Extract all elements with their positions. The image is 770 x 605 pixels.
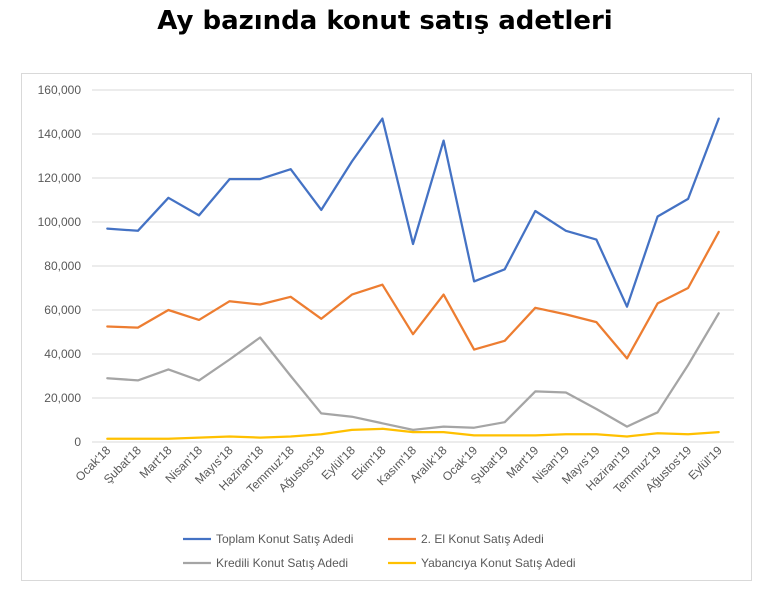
series-line-4 bbox=[106, 427, 720, 440]
y-tick-label: 160,000 bbox=[38, 83, 82, 97]
y-tick-label: 100,000 bbox=[38, 215, 82, 229]
legend-label: Toplam Konut Satış Adedi bbox=[216, 532, 353, 546]
legend-label: Kredili Konut Satış Adedi bbox=[216, 556, 348, 570]
x-axis-tick-labels: Ocak'18Şubat'18Mart'18Nisan'18Mayıs'18Ha… bbox=[73, 443, 725, 496]
series-line-3 bbox=[106, 312, 720, 432]
legend-label: 2. El Konut Satış Adedi bbox=[421, 532, 544, 546]
y-tick-label: 60,000 bbox=[44, 303, 81, 317]
y-tick-label: 0 bbox=[74, 435, 81, 449]
y-tick-label: 120,000 bbox=[38, 171, 82, 185]
chart-title: Ay bazında konut satış adetleri bbox=[157, 6, 613, 36]
series-line-1 bbox=[106, 117, 720, 308]
x-tick-label: Eylül'19 bbox=[685, 443, 725, 483]
y-tick-label: 80,000 bbox=[44, 259, 81, 273]
legend-label: Yabancıya Konut Satış Adedi bbox=[421, 556, 576, 570]
legend: Toplam Konut Satış Adedi 2. El Konut Satı… bbox=[183, 532, 576, 570]
series-line-2 bbox=[106, 230, 720, 360]
y-tick-label: 140,000 bbox=[38, 127, 82, 141]
series-lines bbox=[106, 117, 720, 440]
chart-area-border bbox=[21, 73, 752, 581]
y-axis-tick-labels: 0 20,000 40,000 60,000 80,000 100,000 120,000 1… bbox=[38, 83, 82, 449]
y-tick-label: 20,000 bbox=[44, 391, 81, 405]
y-tick-label: 40,000 bbox=[44, 347, 81, 361]
gridlines bbox=[92, 89, 734, 443]
